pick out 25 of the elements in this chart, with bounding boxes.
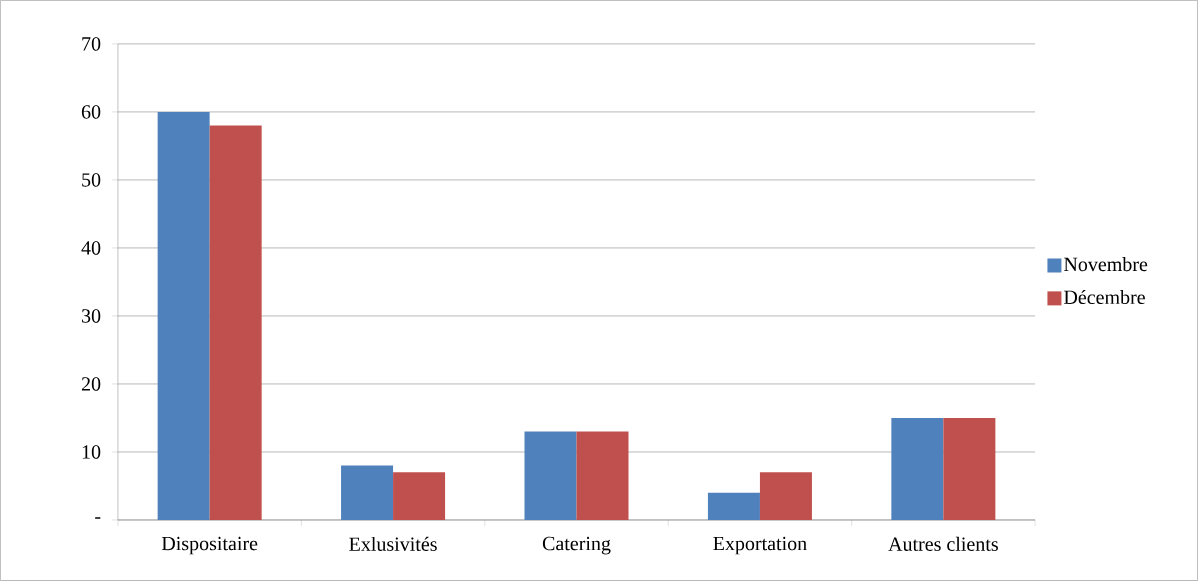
y-tick-label: 70: [82, 37, 101, 51]
bar: [707, 492, 760, 521]
bar: [341, 465, 394, 521]
y-tick-label: 30: [82, 309, 101, 323]
y-tick-label: 40: [81, 241, 101, 255]
bar: [891, 418, 944, 521]
legend-label: Décembre: [1064, 289, 1145, 305]
bar: [209, 125, 262, 521]
x-tick-label: Exportation: [713, 536, 807, 555]
y-tick-label: 10: [82, 445, 101, 459]
legend-label: Novembre: [1064, 257, 1148, 272]
x-tick-label: Exlusivités: [349, 536, 437, 552]
x-tick-label: Catering: [542, 536, 611, 555]
bar: [524, 431, 577, 521]
bar: [759, 472, 812, 521]
y-tick-label: -: [95, 517, 101, 519]
bar: [943, 418, 996, 521]
x-tick-label: Autres clients: [888, 536, 998, 551]
bar: [393, 472, 446, 521]
bar: [576, 431, 629, 521]
x-tick-label: Dispositaire: [161, 536, 258, 555]
y-tick-label: 60: [81, 105, 101, 119]
y-tick-label: 50: [82, 173, 101, 187]
y-tick-label: 20: [81, 377, 101, 391]
bar: [157, 111, 210, 521]
